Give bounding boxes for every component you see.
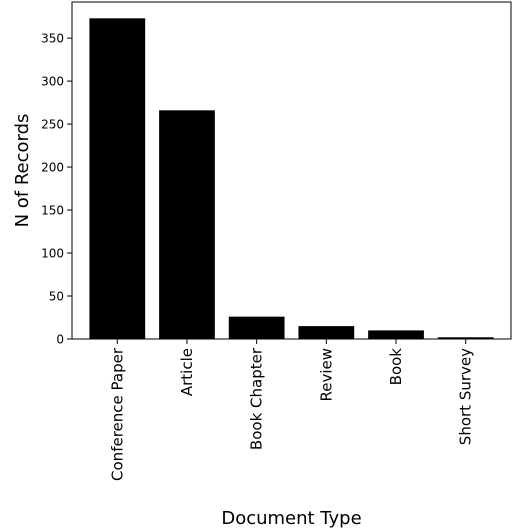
bar-article [159,110,215,339]
y-tick-label: 150 [41,204,64,218]
y-tick-label: 100 [41,247,64,261]
y-axis-ticks: 0 50 100 150 200 250 300 350 [41,32,72,347]
x-tick-label: Book Chapter [248,347,266,450]
x-tick-label: Article [178,348,196,396]
y-axis-label: N of Records [12,114,33,228]
bar-conference-paper [89,18,146,340]
bar-book [368,330,424,339]
x-tick-label: Book [387,348,405,386]
x-tick-label: Review [317,348,335,402]
bar-book-chapter [228,316,285,339]
x-axis-label: Document Type [221,508,361,529]
y-tick-label: 0 [56,333,64,347]
bar-short-survey [437,337,494,339]
x-tick-label: Conference Paper [108,347,126,481]
y-tick-label: 350 [41,32,64,46]
x-axis-ticks: Conference Paper Article Book Chapter Revie… [108,339,475,481]
y-tick-label: 50 [49,290,64,304]
y-tick-label: 300 [41,75,64,89]
bar-review [298,326,355,339]
plot-frame [71,1,512,340]
x-tick-label: Short Survey [457,348,475,445]
bars [89,18,494,340]
y-tick-label: 250 [41,118,64,132]
y-tick-label: 200 [41,161,64,175]
